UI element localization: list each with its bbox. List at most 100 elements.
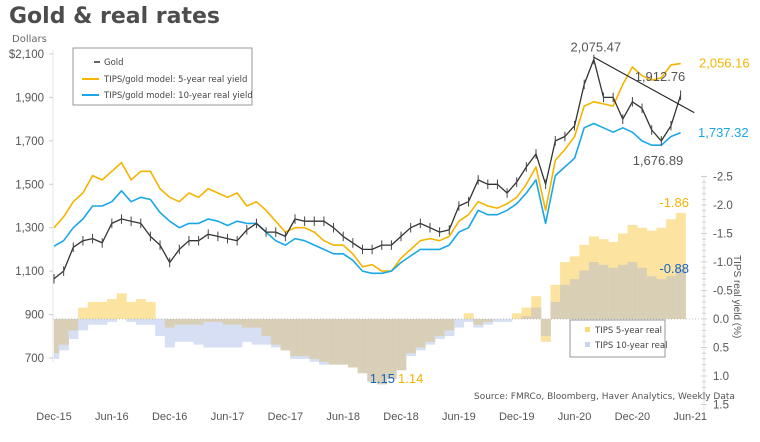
bar-10yr xyxy=(155,319,166,337)
bar-overlap xyxy=(656,279,667,319)
bar-5yr xyxy=(463,313,474,319)
bar-5yr xyxy=(135,299,146,319)
bar-areas xyxy=(54,212,686,385)
bar-10yr xyxy=(135,319,146,325)
bar-overlap xyxy=(396,319,407,371)
right-axis-tick-label: -2.0 xyxy=(713,200,733,212)
bar-overlap xyxy=(531,307,542,319)
bar-5yr xyxy=(656,227,667,319)
x-axis: Dec-15 Jun-16 Dec-16 Jun-17 Dec-17 Jun-18 Dec-… xyxy=(36,411,707,423)
bar-overlap xyxy=(434,319,445,337)
left-axis: $2,100 1,900 1,700 1,500 1,300 1,100 900 700 xyxy=(9,49,54,365)
bar-overlap xyxy=(569,279,580,319)
annotation-label: 1,676.89 xyxy=(633,153,684,168)
bar-overlap xyxy=(666,276,677,319)
bar-10yr xyxy=(492,319,503,322)
bar-overlap xyxy=(608,267,619,319)
bar-10yr xyxy=(241,319,253,342)
annotation-label: 1.15 xyxy=(370,371,395,386)
bar-overlap xyxy=(213,319,224,322)
bar-10yr xyxy=(251,319,262,345)
bar-legend: TIPS 5-year real TIPS 10-year real xyxy=(569,319,667,358)
bar-5yr xyxy=(107,299,118,319)
right-axis-label: TIPS real yield (%) xyxy=(731,255,742,338)
legend-bar10-swatch xyxy=(585,342,590,347)
left-axis-tick-label: 900 xyxy=(25,310,44,322)
legend-bar5-label: TIPS 5-year real xyxy=(594,326,662,336)
bar-5yr xyxy=(511,313,522,319)
bar-overlap xyxy=(617,264,628,319)
bar-10yr xyxy=(213,319,224,348)
bar-overlap xyxy=(521,316,532,319)
x-axis-tick-label: Dec-16 xyxy=(152,411,187,423)
right-axis-tick-label: -0.5 xyxy=(713,286,733,298)
legend-bar10-label: TIPS 10-year real xyxy=(594,341,667,351)
bar-overlap xyxy=(338,319,349,365)
x-axis-tick-label: Dec-20 xyxy=(615,411,650,423)
legend-model10-label: TIPS/gold model: 10-year real yield xyxy=(103,91,253,101)
annotation-label: 1,912.76 xyxy=(635,69,686,84)
bar-10yr xyxy=(145,319,156,325)
chart-title: Gold & real rates xyxy=(9,4,221,29)
bar-overlap xyxy=(482,319,494,322)
bar-overlap xyxy=(261,319,272,337)
bar-overlap xyxy=(68,319,79,331)
left-axis-tick-label: 1,500 xyxy=(15,179,44,191)
right-axis-tick-label: -1.0 xyxy=(713,257,733,269)
bar-overlap xyxy=(579,270,590,319)
bar-5yr xyxy=(521,307,532,319)
legend-model5-label: TIPS/gold model: 5-year real yield xyxy=(103,75,247,85)
bar-overlap xyxy=(367,319,378,382)
bar-overlap xyxy=(54,319,60,354)
x-axis-tick-label: Jun-21 xyxy=(673,411,707,423)
x-axis-tick-label: Dec-19 xyxy=(499,411,534,423)
legend-bar5-swatch xyxy=(585,327,590,332)
bar-10yr xyxy=(454,319,465,328)
bar-overlap xyxy=(232,319,243,325)
annotation-label: 1,737.32 xyxy=(698,125,749,140)
bar-10yr xyxy=(78,319,89,331)
gold-line xyxy=(53,58,682,280)
bar-10yr xyxy=(97,319,108,325)
bar-overlap xyxy=(627,262,638,319)
x-axis-tick-label: Jun-17 xyxy=(211,411,245,423)
bar-5yr xyxy=(145,301,156,319)
bar-overlap xyxy=(58,319,69,345)
bar-overlap xyxy=(444,319,455,331)
bar-10yr xyxy=(107,319,118,322)
x-axis-tick-label: Jun-19 xyxy=(442,411,476,423)
annotation-label: -1.86 xyxy=(659,195,689,210)
bar-5yr xyxy=(126,301,137,319)
bar-5yr xyxy=(78,307,89,319)
left-axis-tick-label: 700 xyxy=(25,353,44,365)
annotation-label: 2,075.47 xyxy=(571,39,622,54)
series-lines xyxy=(53,54,682,284)
bar-overlap xyxy=(560,284,571,319)
bar-5yr xyxy=(97,301,108,319)
bar-5yr xyxy=(675,212,686,319)
bar-overlap xyxy=(222,319,233,325)
left-axis-tick-label: 1,300 xyxy=(15,223,44,235)
bar-overlap xyxy=(550,301,561,319)
bar-overlap xyxy=(319,319,330,362)
bar-overlap xyxy=(637,267,648,319)
bar-overlap xyxy=(280,319,291,351)
bar-5yr xyxy=(646,230,657,319)
bar-overlap xyxy=(425,319,436,342)
bar-10yr xyxy=(184,319,195,342)
x-axis-tick-label: Dec-18 xyxy=(383,411,418,423)
right-axis: -2.5 -2.0 -1.5 -1.0 -0.5 0.0 0.5 1.0 1.5 xyxy=(701,172,733,412)
bar-overlap xyxy=(299,319,310,357)
right-axis-tick-label: -2.5 xyxy=(713,172,733,184)
bar-overlap xyxy=(164,319,175,328)
left-axis-tick-label: $2,100 xyxy=(9,49,44,61)
right-axis-tick-label: 0.5 xyxy=(713,343,729,355)
bar-10yr xyxy=(87,319,98,325)
x-axis-tick-label: Jun-18 xyxy=(326,411,360,423)
x-axis-tick-label: Dec-15 xyxy=(36,411,71,423)
x-axis-tick-label: Jun-20 xyxy=(558,411,592,423)
left-axis-tick-label: 1,700 xyxy=(15,136,44,148)
bar-overlap xyxy=(328,319,339,365)
annotations: 2,075.47 2,056.16 1,912.76 1,737.32 1,676.89… xyxy=(370,39,750,386)
source-note: Source: FMRCo, Bloomberg, Haver Analytic… xyxy=(474,392,735,402)
